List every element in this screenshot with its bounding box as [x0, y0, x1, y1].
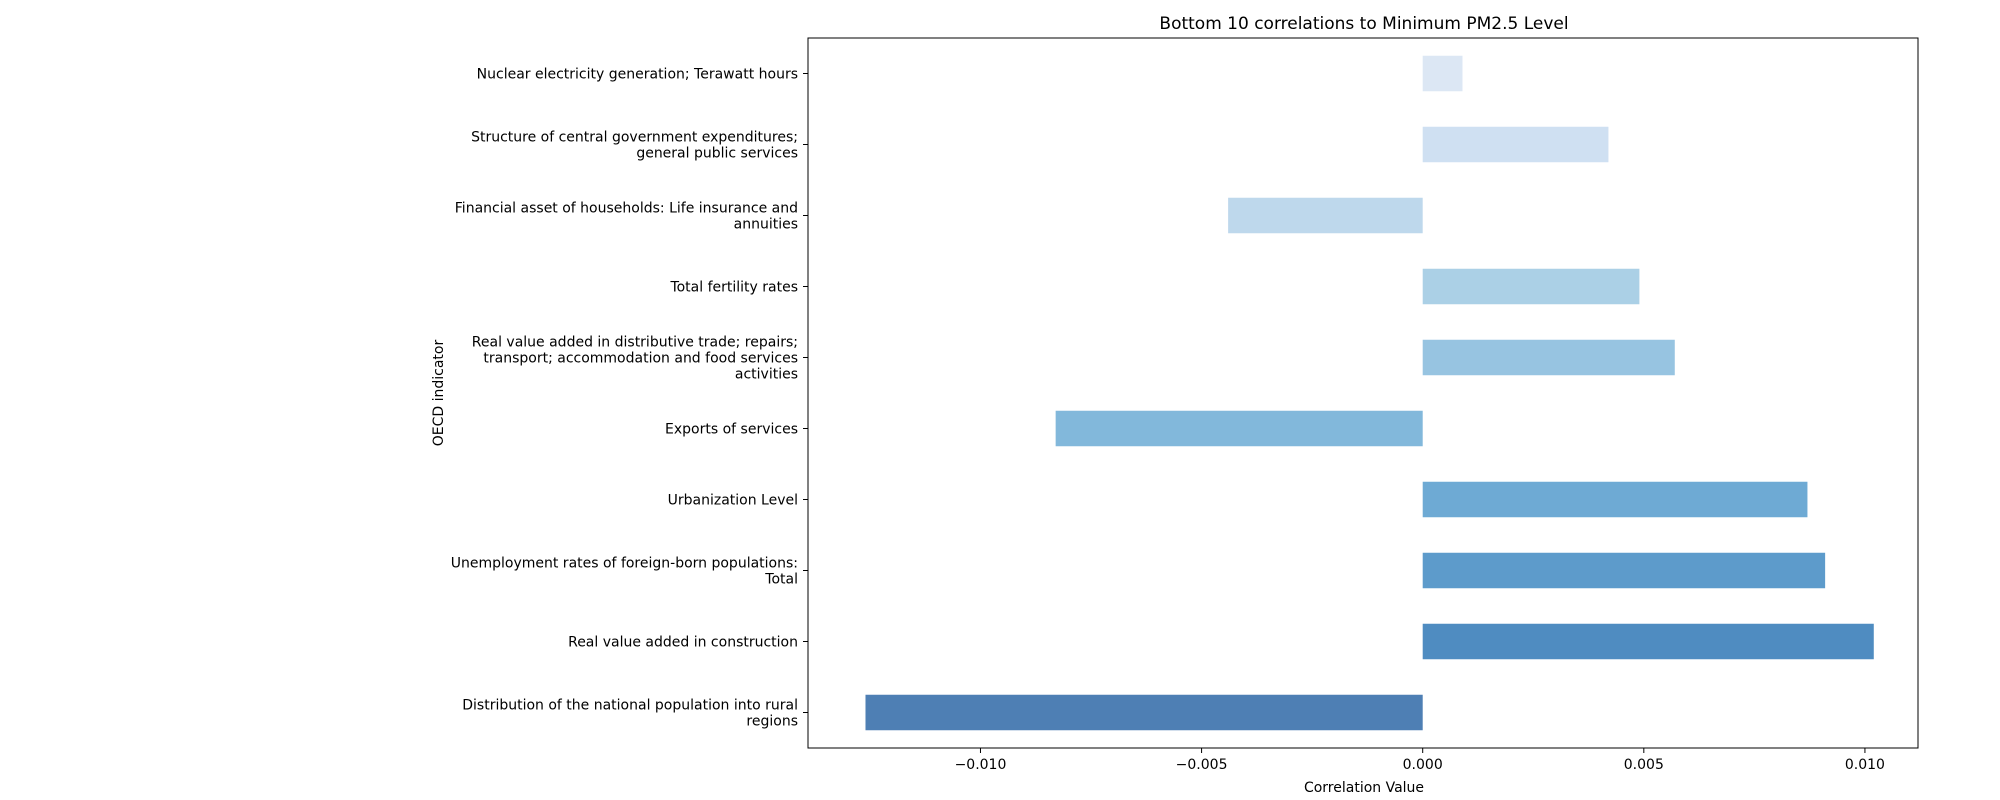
- bar: [1228, 197, 1423, 234]
- y-tick-label: Exports of services: [665, 422, 798, 438]
- x-ticks-group: −0.010 −0.005 0.000 0.005 0.010: [955, 748, 1885, 773]
- bar: [1055, 410, 1423, 447]
- y-tick-label: Real value added in distributive trade; …: [472, 335, 798, 383]
- chart-title: Bottom 10 correlations to Minimum PM2.5 …: [1159, 14, 1568, 34]
- y-tick-label: Distribution of the national population …: [462, 698, 798, 730]
- y-tick-label: Total fertility rates: [669, 280, 798, 296]
- x-tick-label: 0.005: [1624, 757, 1664, 773]
- bar: [1422, 268, 1640, 305]
- y-tick-label: Real value added in construction: [568, 635, 798, 651]
- bars-group: [865, 55, 1874, 731]
- y-tick-label: Unemployment rates of foreign-born popul…: [451, 556, 798, 588]
- x-tick-label: 0.000: [1403, 757, 1443, 773]
- x-axis-label: Correlation Value: [1304, 780, 1424, 796]
- y-tick-label: Structure of central government expendit…: [471, 130, 798, 162]
- bar: [1422, 55, 1463, 92]
- bar: [1422, 623, 1874, 660]
- y-axis-label: OECD indicator: [431, 340, 447, 447]
- y-tick-label: Financial asset of households: Life insu…: [455, 201, 798, 233]
- x-tick-label: −0.010: [955, 757, 1007, 773]
- bar: [1422, 339, 1675, 376]
- bar: [1422, 126, 1609, 163]
- y-tick-label: Urbanization Level: [668, 493, 798, 509]
- bar: [1422, 552, 1826, 589]
- x-tick-label: −0.005: [1176, 757, 1228, 773]
- plot-frame: [807, 37, 1919, 749]
- y-ticks-group: Nuclear electricity generation; Terawatt…: [451, 67, 808, 730]
- x-tick-label: 0.010: [1845, 757, 1885, 773]
- bar: [1422, 481, 1808, 518]
- bar: [865, 694, 1423, 731]
- y-tick-label: Nuclear electricity generation; Terawatt…: [477, 67, 798, 83]
